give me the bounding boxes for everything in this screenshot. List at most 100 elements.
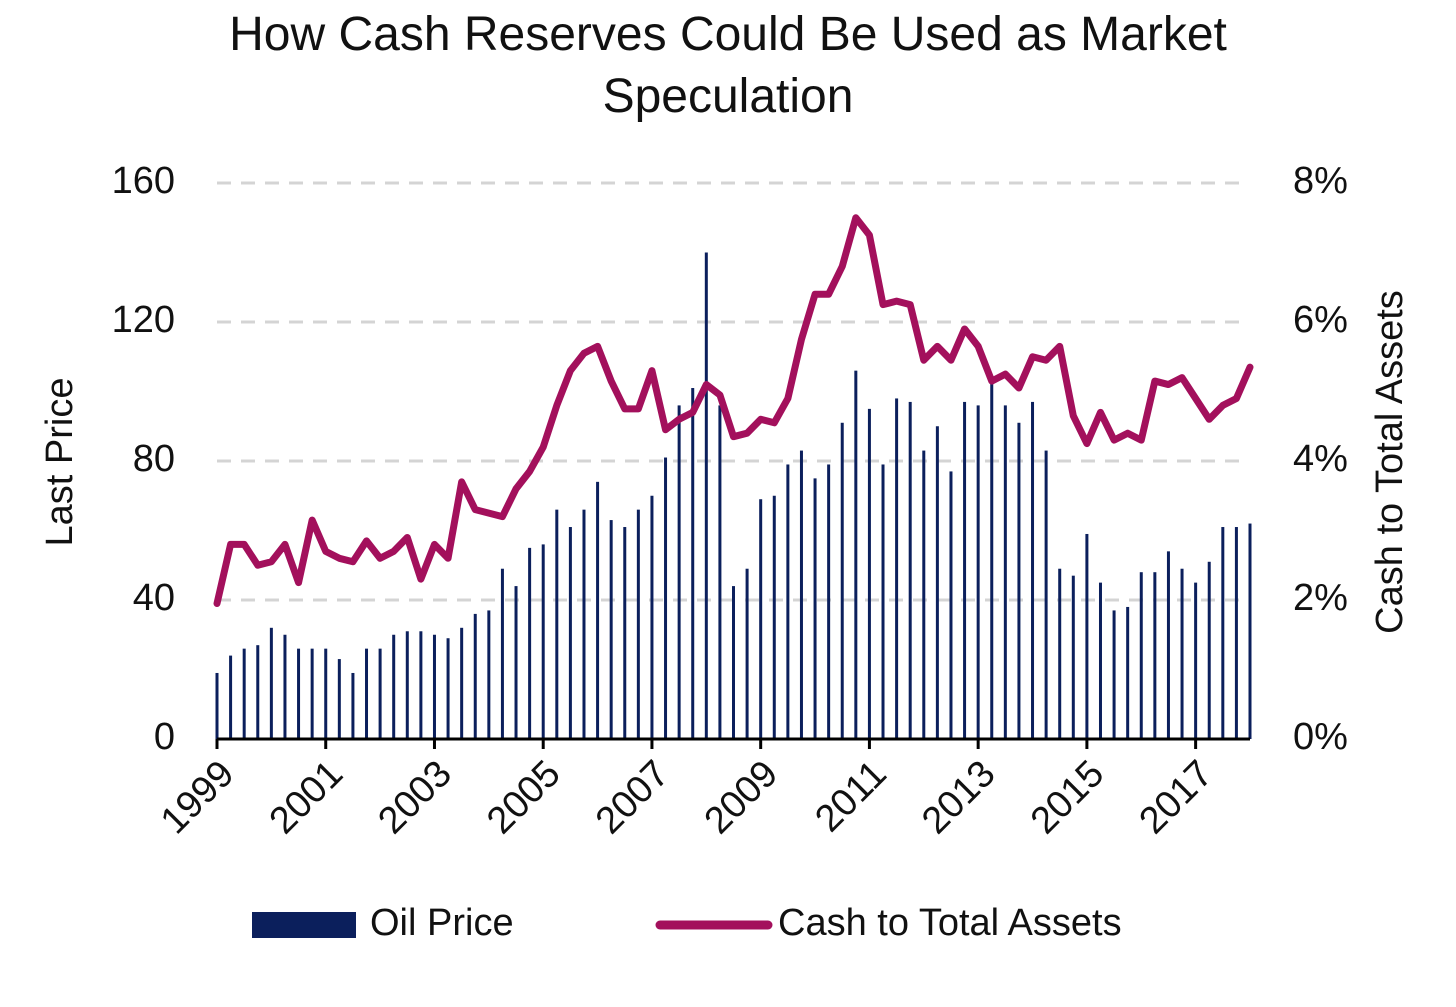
y-tick-label: 80 [133, 438, 175, 480]
bar [500, 568, 504, 739]
bar [446, 638, 450, 739]
bar [867, 408, 871, 739]
bar [963, 401, 967, 739]
bar [1221, 527, 1225, 739]
bar [351, 672, 355, 739]
bar [1098, 582, 1102, 739]
x-tick-label: 2007 [588, 753, 677, 842]
y-tick-label: 0 [154, 716, 175, 758]
y2-tick-label: 4% [1293, 438, 1348, 480]
bar [881, 464, 885, 739]
bar [1126, 606, 1130, 739]
bar [623, 527, 627, 739]
bar [949, 471, 953, 739]
bar [568, 527, 572, 739]
bar [1017, 422, 1021, 739]
bar [310, 648, 314, 739]
y2-tick-label: 6% [1293, 299, 1348, 341]
bar [1207, 561, 1211, 739]
bar [1071, 575, 1075, 739]
bar [473, 613, 477, 739]
bar [650, 495, 654, 739]
bar [1248, 523, 1252, 739]
bar [1234, 527, 1238, 739]
legend-label: Cash to Total Assets [778, 902, 1122, 944]
y2-tick-label: 8% [1293, 160, 1348, 202]
bar [827, 464, 831, 739]
bar [582, 509, 586, 739]
bar [1003, 405, 1007, 739]
bar [460, 627, 464, 739]
bar [759, 499, 763, 739]
bar [555, 509, 559, 739]
bar [609, 520, 613, 739]
line [213, 214, 1254, 607]
bar [935, 426, 939, 739]
bar [718, 405, 722, 739]
bar [976, 405, 980, 739]
bar [840, 422, 844, 739]
x-tick-label: 1999 [153, 753, 242, 842]
bar [772, 495, 776, 739]
bar [677, 405, 681, 739]
bar [813, 478, 817, 739]
legend-swatch [252, 912, 356, 938]
bar [365, 648, 369, 739]
y-tick-label: 160 [112, 160, 175, 202]
bar [1058, 568, 1062, 739]
bar [799, 450, 803, 739]
x-tick-label: 2017 [1132, 753, 1221, 842]
bar [487, 610, 491, 739]
bar [596, 481, 600, 739]
bar [405, 631, 409, 739]
bar [691, 388, 695, 739]
bar [269, 627, 273, 739]
bar [432, 634, 436, 739]
bar [256, 645, 260, 739]
bar [1166, 551, 1170, 739]
bar [732, 586, 735, 739]
legend-label: Oil Price [370, 902, 514, 944]
bar [990, 381, 994, 739]
bar [854, 370, 858, 739]
x-tick-label: 2013 [914, 753, 1003, 842]
bar [1139, 572, 1143, 739]
y2-tick-label: 2% [1293, 577, 1348, 619]
bar [1153, 572, 1157, 739]
chart-title: How Cash Reserves Could Be Used as Marke… [229, 8, 1227, 123]
bar [229, 655, 233, 739]
y-tick-label: 120 [112, 299, 175, 341]
x-tick-label: 2009 [697, 753, 786, 842]
x-tick-label: 2001 [262, 753, 351, 842]
y2-tick-label: 0% [1293, 716, 1348, 758]
bar [1085, 533, 1089, 739]
bar [514, 586, 518, 739]
y-axis-label: Last Price [39, 378, 81, 547]
x-tick-label: 2015 [1023, 753, 1112, 842]
bar [392, 634, 396, 739]
bar [922, 450, 926, 739]
bar [895, 398, 899, 739]
bar [745, 568, 749, 739]
bar [283, 634, 287, 739]
y-tick-label: 40 [133, 577, 175, 619]
x-tick-label: 2003 [370, 753, 459, 842]
y2-axis-label: Cash to Total Assets [1369, 290, 1411, 634]
x-tick-label: 2011 [807, 753, 894, 840]
bar [786, 464, 790, 739]
x-tick-label: 2005 [479, 753, 568, 842]
bar [215, 672, 219, 739]
bar [636, 509, 640, 739]
bar [664, 457, 668, 739]
bar [704, 252, 708, 739]
bar [541, 544, 545, 739]
bar [908, 401, 912, 739]
bar [528, 547, 532, 739]
bar [324, 648, 328, 739]
bar [378, 648, 382, 739]
bar [242, 648, 246, 739]
bar [1044, 450, 1048, 739]
bar [1031, 401, 1035, 739]
bar [419, 631, 423, 739]
